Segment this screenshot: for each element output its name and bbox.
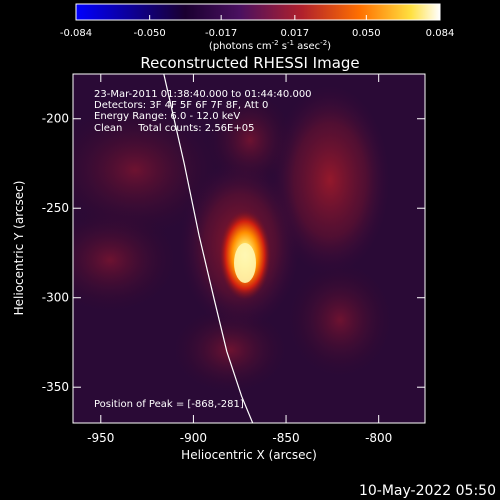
y-axis-label: Heliocentric Y (arcsec) xyxy=(12,181,26,316)
colorbar-tick-label: -0.084 xyxy=(60,28,92,39)
y-tick-label: -200 xyxy=(42,112,69,126)
y-axis-tick-labels: -200 -250 -300 -350 xyxy=(42,112,69,394)
y-tick-label: -300 xyxy=(42,291,69,305)
y-tick-label: -350 xyxy=(42,380,69,394)
annotation-clean-counts: Clean Total counts: 2.56E+05 xyxy=(94,123,254,134)
annotation-detectors: Detectors: 3F 4F 5F 6F 7F 8F, Att 0 xyxy=(94,100,268,111)
footer-timestamp: 10-May-2022 05:50 xyxy=(359,483,496,499)
plot-frame xyxy=(72,73,426,424)
x-axis-tick-labels: -950 -900 -850 -800 xyxy=(87,431,392,445)
colorbar-tick-label: 0.017 xyxy=(281,28,310,39)
x-tick-label: -850 xyxy=(272,431,299,445)
colorbar-tick-labels: -0.084 -0.050 -0.017 0.017 0.050 0.084 xyxy=(60,28,454,39)
x-tick-label: -800 xyxy=(365,431,392,445)
solar-limb-curve xyxy=(163,74,254,423)
y-axis-ticks xyxy=(73,118,425,388)
colorbar-tick-label: -0.017 xyxy=(205,28,237,39)
annotation-peak-position: Position of Peak = [-868,-281] xyxy=(94,399,244,410)
colorbar-ticks xyxy=(75,15,441,20)
x-tick-label: -950 xyxy=(87,431,114,445)
x-tick-label: -900 xyxy=(180,431,207,445)
x-axis-label: Heliocentric X (arcsec) xyxy=(181,448,317,462)
colorbar xyxy=(75,3,441,21)
x-axis-ticks xyxy=(100,74,380,423)
annotation-time-range: 23-Mar-2011 01:38:40.000 to 01:44:40.000 xyxy=(94,89,312,100)
y-tick-label: -250 xyxy=(42,201,69,215)
annotation-energy-range: Energy Range: 6.0 - 12.0 keV xyxy=(94,111,240,122)
colorbar-unit-label: (photons cm-2 s-1 asec-2) xyxy=(209,39,331,52)
colorbar-tick-label: -0.050 xyxy=(134,28,166,39)
colorbar-tick-label: 0.050 xyxy=(352,28,381,39)
chart-title: Reconstructed RHESSI Image xyxy=(140,54,359,72)
colorbar-tick-label: 0.084 xyxy=(426,28,455,39)
heatmap-image xyxy=(73,74,425,423)
